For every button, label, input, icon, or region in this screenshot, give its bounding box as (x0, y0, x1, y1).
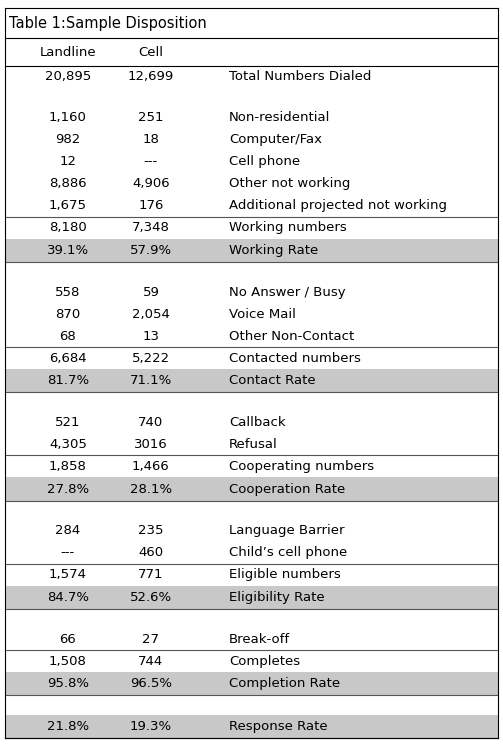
Text: 1,675: 1,675 (49, 199, 87, 212)
Text: Eligibility Rate: Eligibility Rate (229, 591, 324, 604)
Text: 558: 558 (55, 285, 80, 299)
Text: 52.6%: 52.6% (130, 591, 172, 604)
Text: 3016: 3016 (134, 438, 168, 451)
Text: 4,305: 4,305 (49, 438, 87, 451)
Text: 1,574: 1,574 (49, 568, 87, 581)
Bar (5, 477, 498, 500)
Text: 1,858: 1,858 (49, 460, 87, 473)
Text: 744: 744 (138, 655, 163, 667)
Text: 27.8%: 27.8% (47, 482, 89, 496)
Text: Other not working: Other not working (229, 178, 350, 190)
Text: Callback: Callback (229, 416, 286, 429)
Text: Contact Rate: Contact Rate (229, 374, 315, 387)
Bar (5, 586, 498, 609)
Text: 28.1%: 28.1% (130, 482, 172, 496)
Text: 39.1%: 39.1% (47, 244, 89, 257)
Text: Voice Mail: Voice Mail (229, 308, 296, 321)
Text: 96.5%: 96.5% (130, 677, 172, 691)
Text: Eligible numbers: Eligible numbers (229, 568, 341, 581)
Text: Computer/Fax: Computer/Fax (229, 133, 322, 146)
Text: No Answer / Busy: No Answer / Busy (229, 285, 346, 299)
Text: 521: 521 (55, 416, 80, 429)
Text: 740: 740 (138, 416, 163, 429)
Text: 81.7%: 81.7% (47, 374, 89, 387)
Text: 18: 18 (142, 133, 159, 146)
Text: Non-residential: Non-residential (229, 112, 330, 124)
Text: 12: 12 (59, 155, 76, 169)
Text: 5,222: 5,222 (132, 351, 170, 365)
Text: ---: --- (61, 546, 75, 560)
Text: 771: 771 (138, 568, 163, 581)
Text: 8,180: 8,180 (49, 221, 87, 234)
Text: Response Rate: Response Rate (229, 720, 327, 733)
Text: 235: 235 (138, 524, 163, 537)
Text: 84.7%: 84.7% (47, 591, 89, 604)
Text: Contacted numbers: Contacted numbers (229, 351, 361, 365)
Text: 4,906: 4,906 (132, 178, 170, 190)
Bar (5, 369, 498, 392)
Text: Table 1:Sample Disposition: Table 1:Sample Disposition (9, 16, 207, 31)
Text: 1,508: 1,508 (49, 655, 87, 667)
Text: Total Numbers Dialed: Total Numbers Dialed (229, 70, 371, 83)
Text: 66: 66 (59, 633, 76, 646)
Text: 6,684: 6,684 (49, 351, 87, 365)
Text: 870: 870 (55, 308, 80, 321)
Text: 71.1%: 71.1% (130, 374, 172, 387)
Text: Language Barrier: Language Barrier (229, 524, 345, 537)
Text: Completion Rate: Completion Rate (229, 677, 340, 691)
Text: 460: 460 (138, 546, 163, 560)
Text: Refusal: Refusal (229, 438, 278, 451)
Text: 68: 68 (59, 330, 76, 342)
Text: Cell: Cell (138, 46, 163, 58)
Text: 251: 251 (138, 112, 163, 124)
Text: Working Rate: Working Rate (229, 244, 318, 257)
Text: Landline: Landline (40, 46, 96, 58)
Text: Working numbers: Working numbers (229, 221, 347, 234)
Text: 20,895: 20,895 (45, 70, 91, 83)
Text: 8,886: 8,886 (49, 178, 87, 190)
Bar (5, 672, 498, 696)
Text: 7,348: 7,348 (132, 221, 170, 234)
Text: 57.9%: 57.9% (130, 244, 172, 257)
Text: 59: 59 (142, 285, 159, 299)
Text: Cooperating numbers: Cooperating numbers (229, 460, 374, 473)
Text: 19.3%: 19.3% (130, 720, 172, 733)
Text: 1,466: 1,466 (132, 460, 170, 473)
Text: Child’s cell phone: Child’s cell phone (229, 546, 347, 560)
Bar (5, 239, 498, 262)
Text: Other Non-Contact: Other Non-Contact (229, 330, 354, 342)
Text: Cooperation Rate: Cooperation Rate (229, 482, 345, 496)
Text: 13: 13 (142, 330, 159, 342)
Text: 21.8%: 21.8% (47, 720, 89, 733)
Text: 2,054: 2,054 (132, 308, 170, 321)
Text: 12,699: 12,699 (128, 70, 174, 83)
Text: 176: 176 (138, 199, 163, 212)
Text: 27: 27 (142, 633, 159, 646)
Text: 284: 284 (55, 524, 80, 537)
Text: Completes: Completes (229, 655, 300, 667)
Text: Additional projected not working: Additional projected not working (229, 199, 447, 212)
Text: Cell phone: Cell phone (229, 155, 300, 169)
Text: 982: 982 (55, 133, 80, 146)
Text: 95.8%: 95.8% (47, 677, 89, 691)
Text: 1,160: 1,160 (49, 112, 87, 124)
Bar (5, 715, 498, 738)
Text: ---: --- (144, 155, 158, 169)
Text: Break-off: Break-off (229, 633, 290, 646)
